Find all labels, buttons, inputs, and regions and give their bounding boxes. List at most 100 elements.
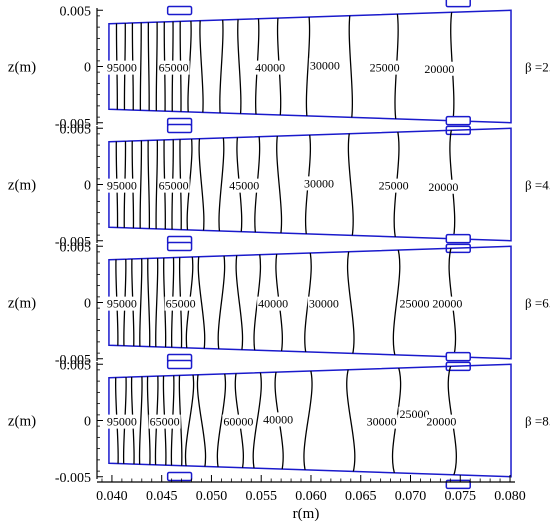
y-tick-label: -0.005: [55, 353, 91, 368]
contour-label: 30000: [304, 176, 334, 190]
y-tick-label: 0.005: [60, 122, 92, 137]
contour-label: 95000: [107, 179, 137, 193]
y-axis-label: z(m): [8, 60, 36, 76]
contour-line: [196, 364, 207, 477]
panel-beta-4: -0.005 0 0.005 z(m) 95000 65000 45000 30000 2500…: [8, 115, 550, 254]
y-tick-label: 0.005: [60, 358, 92, 373]
electrode-top: [166, 241, 193, 252]
contour-label: 65000: [159, 61, 189, 75]
electrode-top: [166, 5, 193, 16]
contour-label: 30000: [310, 58, 340, 72]
x-axis: 0.040 0.045 0.050 0.055 0.060 0.065 0.070 0.075…: [96, 475, 526, 504]
contour-label: 45000: [229, 179, 259, 193]
y-axis-label: z(m): [8, 178, 36, 194]
contour-line: [147, 246, 151, 359]
contour-line: [199, 10, 204, 123]
panel-beta-6: -0.005 0 0.005 z(m) 95000 65000 40000 30000 2500…: [8, 233, 550, 372]
contour-line: [138, 364, 143, 477]
y-tick-label: 0: [84, 179, 91, 194]
contour-label: 65000: [159, 179, 189, 193]
contour-label: 25000: [370, 61, 400, 75]
y-tick-label: 0: [84, 297, 91, 312]
contour-line: [147, 10, 150, 123]
x-axis-label: r(m): [293, 506, 320, 522]
domain-outline: [108, 127, 512, 242]
electrode-bottom: [166, 471, 193, 482]
contour-label: 95000: [107, 61, 137, 75]
contour-line: [252, 364, 262, 477]
contour-line: [217, 246, 226, 359]
contour-line: [155, 128, 159, 241]
contour-line: [139, 128, 143, 241]
contour-line: [235, 246, 244, 359]
contour-line: [392, 246, 401, 359]
x-tick-label: 0.040: [96, 489, 128, 504]
contour-label: 60000: [223, 415, 253, 429]
contour-line: [198, 128, 205, 241]
contour-label: 40000: [258, 297, 288, 311]
contour-line: [218, 128, 225, 241]
beta-label: β =8.0: [525, 414, 550, 429]
x-tick-label: 0.060: [295, 489, 327, 504]
x-tick-label: 0.045: [146, 489, 178, 504]
contour-line: [305, 10, 311, 123]
contour-line: [155, 10, 158, 123]
y-tick-label: -0.005: [55, 117, 91, 132]
contour-label: 40000: [255, 61, 285, 75]
electrode-top: [166, 123, 193, 134]
contour-label: 95000: [107, 297, 137, 311]
contour-label: 20000: [426, 415, 456, 429]
y-tick-label: 0: [84, 61, 91, 76]
beta-label: β =4.0: [525, 178, 550, 193]
y-tick-label: -0.005: [55, 471, 91, 486]
contour-line: [348, 10, 353, 123]
y-tick-label: 0.005: [60, 4, 92, 19]
contour-label: 20000: [432, 297, 462, 311]
panel-beta-2: -0.005 0 0.005 z(m) 95000 65000 40000 30000 2500…: [8, 0, 550, 136]
contour-label: 30000: [309, 297, 339, 311]
y-tick-label: 0: [84, 415, 91, 430]
panel-beta-8: -0.005 0 0.005 z(m) 95000 65000 60000 40000 3000…: [8, 351, 550, 490]
contour-line: [346, 246, 355, 359]
contour-line: [276, 128, 283, 241]
contour-label: 40000: [263, 412, 293, 426]
x-tick-label: 0.055: [245, 489, 277, 504]
electrode-top: [445, 233, 471, 244]
beta-label: β =6.0: [525, 296, 550, 311]
contour-line: [155, 246, 159, 359]
contour-line: [303, 364, 313, 477]
domain-outline: [108, 363, 512, 478]
electrode-top: [445, 351, 471, 362]
contour-line: [184, 364, 195, 477]
contour-label: 65000: [166, 297, 196, 311]
contour-label: 25000: [399, 407, 429, 421]
contour-line: [346, 364, 356, 477]
contour-label: 95000: [107, 415, 137, 429]
contour-label: 20000: [424, 62, 454, 76]
y-axis-label: z(m): [8, 296, 36, 312]
x-tick-label: 0.075: [445, 489, 477, 504]
contour-line: [219, 10, 224, 123]
y-tick-label: 0.005: [60, 240, 92, 255]
electrode-top: [445, 115, 471, 126]
y-axis-label: z(m): [8, 414, 36, 430]
contour-line: [139, 10, 142, 123]
y-tick-label: -0.005: [55, 235, 91, 250]
x-tick-label: 0.070: [395, 489, 427, 504]
x-tick-label: 0.065: [345, 489, 377, 504]
domain-outline: [108, 9, 512, 124]
contour-line: [347, 128, 354, 241]
contour-line: [197, 246, 206, 359]
contour-label: 25000: [399, 297, 429, 311]
electrode-top: [445, 0, 471, 8]
beta-label: β =2.0: [525, 60, 550, 75]
contour-label: 30000: [367, 415, 397, 429]
contour-label: 20000: [428, 180, 458, 194]
domain-outline: [108, 245, 512, 360]
x-tick-label: 0.050: [196, 489, 228, 504]
x-tick-label: 0.080: [494, 489, 526, 504]
electrode-top: [166, 359, 193, 370]
contour-line: [139, 246, 143, 359]
